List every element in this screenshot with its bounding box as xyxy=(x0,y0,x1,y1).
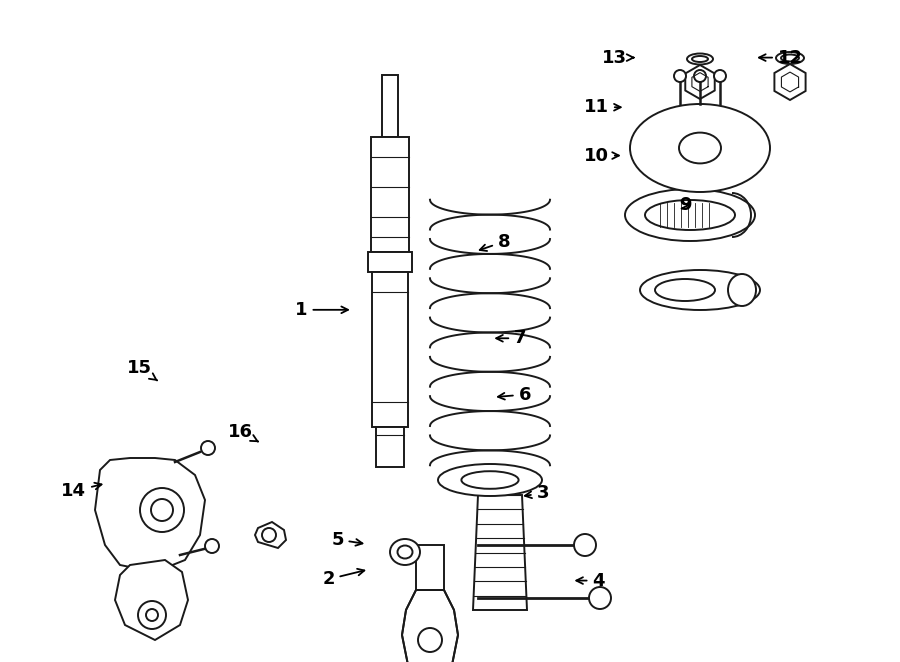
Text: 7: 7 xyxy=(496,329,526,348)
Ellipse shape xyxy=(390,539,420,565)
Polygon shape xyxy=(95,458,205,572)
Text: 11: 11 xyxy=(584,98,621,117)
Ellipse shape xyxy=(640,270,760,310)
Text: 4: 4 xyxy=(576,571,605,590)
Circle shape xyxy=(151,499,173,521)
Text: 9: 9 xyxy=(680,196,692,214)
Text: 16: 16 xyxy=(228,422,258,442)
Polygon shape xyxy=(774,64,806,100)
Bar xyxy=(368,252,412,272)
Ellipse shape xyxy=(728,274,756,306)
Ellipse shape xyxy=(692,56,708,62)
Text: 15: 15 xyxy=(127,359,158,381)
Text: 5: 5 xyxy=(331,530,363,549)
Ellipse shape xyxy=(201,441,215,455)
Circle shape xyxy=(418,628,442,652)
Text: 10: 10 xyxy=(584,146,619,165)
Polygon shape xyxy=(473,495,527,610)
Ellipse shape xyxy=(462,471,518,489)
Circle shape xyxy=(138,601,166,629)
Ellipse shape xyxy=(630,104,770,192)
Polygon shape xyxy=(115,560,188,640)
Ellipse shape xyxy=(438,464,542,496)
Ellipse shape xyxy=(776,52,804,64)
Circle shape xyxy=(714,70,726,82)
Text: 8: 8 xyxy=(480,232,510,251)
Polygon shape xyxy=(402,590,458,662)
Polygon shape xyxy=(255,522,286,548)
Text: 6: 6 xyxy=(498,385,531,404)
Ellipse shape xyxy=(398,545,412,559)
Bar xyxy=(376,427,404,467)
Bar xyxy=(371,137,409,252)
Polygon shape xyxy=(685,65,715,99)
Text: 2: 2 xyxy=(322,569,364,589)
Bar xyxy=(382,75,398,137)
Circle shape xyxy=(146,609,158,621)
Text: 13: 13 xyxy=(602,48,634,67)
Text: 12: 12 xyxy=(759,48,803,67)
Circle shape xyxy=(262,528,276,542)
Text: 3: 3 xyxy=(525,484,549,502)
Ellipse shape xyxy=(655,279,715,301)
Text: 14: 14 xyxy=(61,482,102,500)
Bar xyxy=(372,272,408,427)
Ellipse shape xyxy=(679,132,721,164)
Ellipse shape xyxy=(781,54,799,62)
Circle shape xyxy=(140,488,184,532)
Ellipse shape xyxy=(625,189,755,241)
Circle shape xyxy=(574,534,596,556)
Circle shape xyxy=(674,70,686,82)
Text: 1: 1 xyxy=(295,301,348,319)
Ellipse shape xyxy=(645,200,735,230)
Ellipse shape xyxy=(687,54,713,64)
Ellipse shape xyxy=(205,539,219,553)
Bar xyxy=(416,545,444,590)
Circle shape xyxy=(694,70,706,82)
Circle shape xyxy=(589,587,611,609)
